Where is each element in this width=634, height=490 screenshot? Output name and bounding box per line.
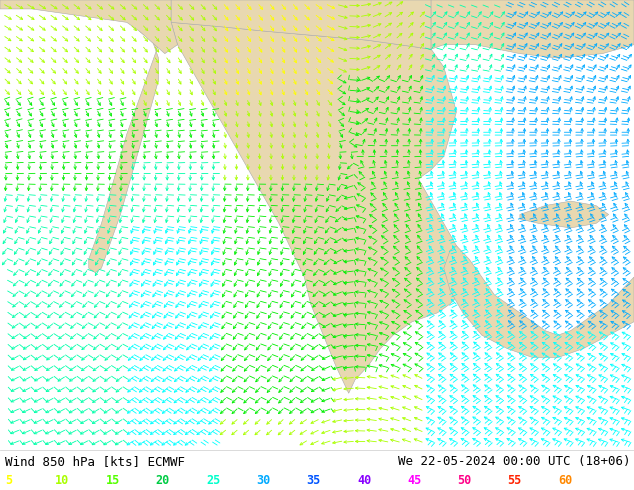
Polygon shape bbox=[431, 0, 634, 58]
Text: 45: 45 bbox=[407, 474, 422, 487]
Text: 55: 55 bbox=[508, 474, 522, 487]
Text: 60: 60 bbox=[558, 474, 572, 487]
Text: 40: 40 bbox=[357, 474, 371, 487]
Text: 5: 5 bbox=[5, 474, 12, 487]
Polygon shape bbox=[171, 0, 431, 49]
Text: 20: 20 bbox=[156, 474, 170, 487]
Polygon shape bbox=[520, 201, 609, 228]
Polygon shape bbox=[0, 0, 178, 53]
Text: 35: 35 bbox=[307, 474, 321, 487]
Polygon shape bbox=[444, 246, 634, 358]
Text: Wind 850 hPa [kts] ECMWF: Wind 850 hPa [kts] ECMWF bbox=[5, 455, 185, 467]
Text: 50: 50 bbox=[457, 474, 472, 487]
Text: 30: 30 bbox=[256, 474, 271, 487]
Text: 10: 10 bbox=[55, 474, 70, 487]
Text: 15: 15 bbox=[106, 474, 120, 487]
Polygon shape bbox=[89, 31, 158, 272]
Polygon shape bbox=[171, 23, 469, 393]
Text: 25: 25 bbox=[206, 474, 221, 487]
Text: We 22-05-2024 00:00 UTC (18+06): We 22-05-2024 00:00 UTC (18+06) bbox=[398, 455, 631, 467]
